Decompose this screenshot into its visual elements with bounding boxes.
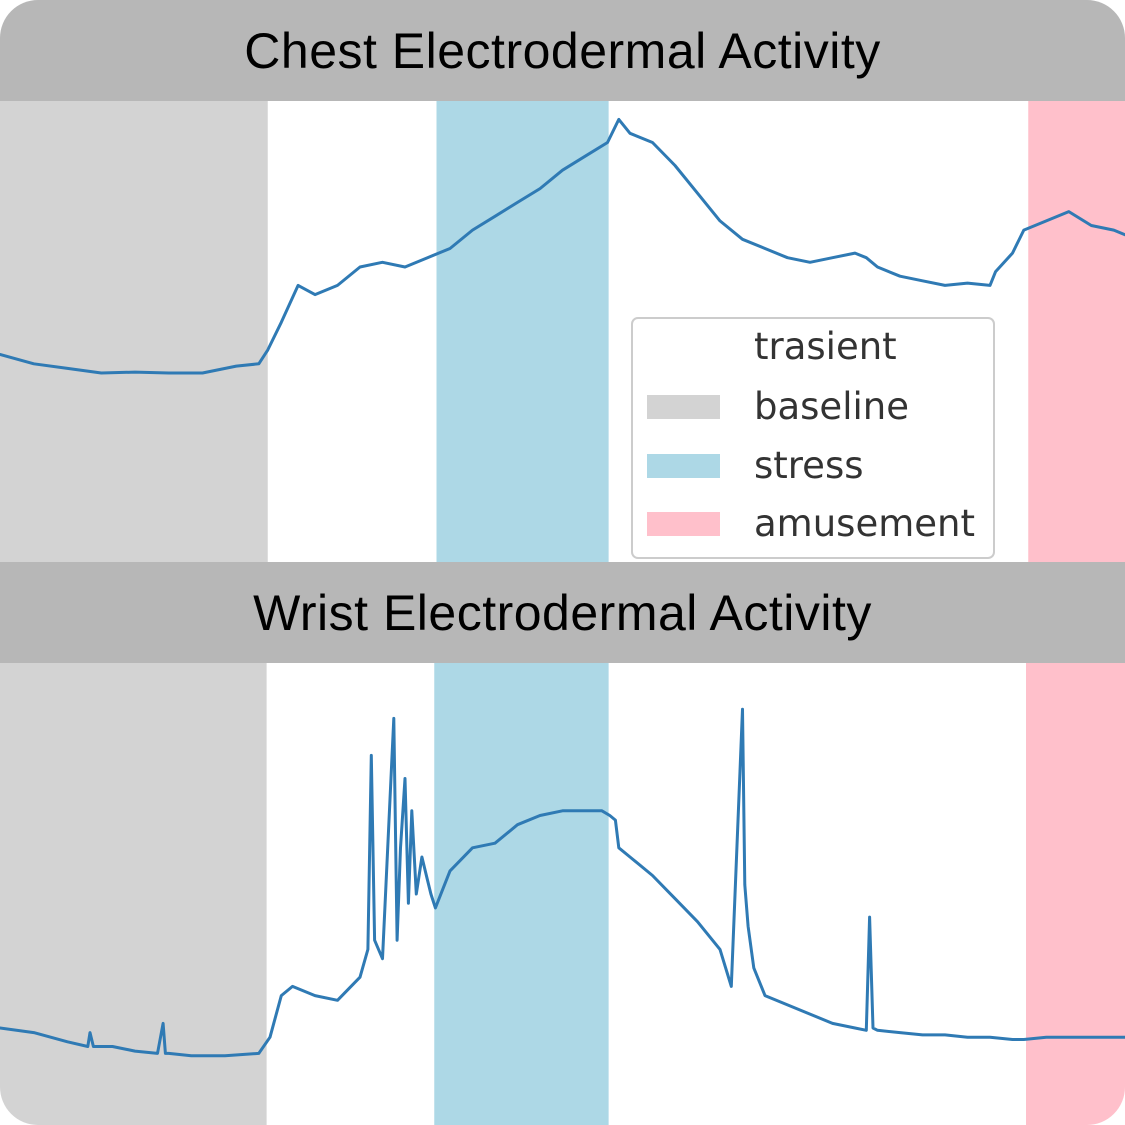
chest-regions — [0, 101, 1125, 562]
legend-box — [631, 317, 995, 559]
eda-series-line — [0, 707, 1125, 1058]
legend: trasient baseline stress amusement — [631, 317, 995, 559]
legend-label-stress: stress — [754, 444, 864, 487]
wrist-plot-area — [0, 663, 1125, 1125]
legend-swatch-amusement — [647, 512, 720, 536]
region-stress — [436, 101, 609, 562]
region-amusement — [1026, 663, 1125, 1125]
legend-label-amusement: amusement — [754, 502, 975, 545]
wrist-series — [0, 707, 1125, 1058]
eda-series-line — [0, 117, 1125, 375]
chest-title-bar: Chest Electrodermal Activity — [0, 0, 1125, 101]
region-baseline — [0, 101, 268, 562]
region-amusement — [1028, 101, 1125, 562]
wrist-regions — [0, 663, 1125, 1125]
legend-label-baseline: baseline — [754, 385, 909, 428]
legend-swatch-baseline — [647, 395, 720, 419]
region-stress — [434, 663, 609, 1125]
legend-swatch-stress — [647, 454, 720, 478]
wrist-chart-svg — [0, 663, 1125, 1125]
wrist-panel: Wrist Electrodermal Activity — [0, 562, 1125, 1125]
wrist-title-bar: Wrist Electrodermal Activity — [0, 562, 1125, 663]
chest-plot-area: trasient baseline stress amusement — [0, 101, 1125, 562]
wrist-chart-title: Wrist Electrodermal Activity — [253, 584, 872, 641]
chest-series — [0, 117, 1125, 375]
region-baseline — [0, 663, 267, 1125]
chest-chart-svg: trasient baseline stress amusement — [0, 101, 1125, 562]
chest-panel: Chest Electrodermal Activity trasient ba… — [0, 0, 1125, 562]
legend-label-trasient: trasient — [754, 325, 897, 368]
chest-chart-title: Chest Electrodermal Activity — [244, 22, 881, 79]
